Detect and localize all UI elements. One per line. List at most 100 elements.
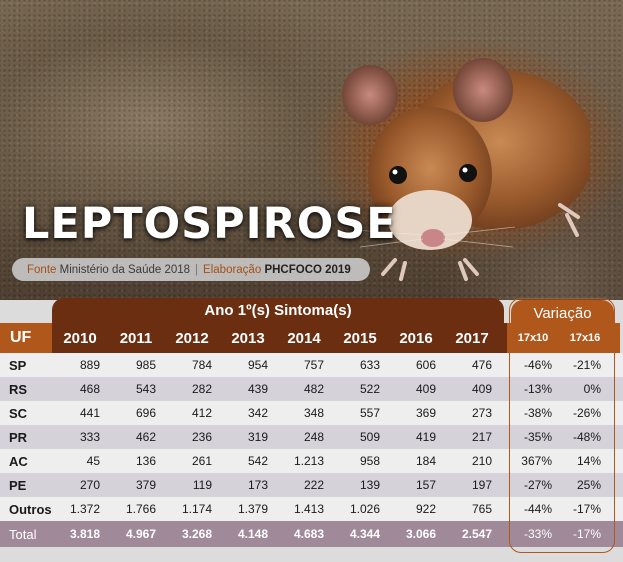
year-header: 2010: [52, 323, 108, 353]
value-cell: 757: [303, 358, 324, 372]
value-cell: 273: [471, 406, 492, 420]
uf-cell: AC: [9, 453, 28, 469]
value-cell: 184: [415, 454, 436, 468]
value-cell: 1.174: [181, 502, 212, 516]
table-row: RS 468 543 282 439 482 522 409 409 -13% …: [0, 377, 623, 401]
total-cell: 4.344: [349, 527, 380, 541]
value-cell: 441: [79, 406, 100, 420]
value-cell: 282: [191, 382, 212, 396]
value-cell: 173: [247, 478, 268, 492]
value-cell: 985: [135, 358, 156, 372]
variation-cell: -13%: [523, 382, 552, 396]
elaboration-label: Elaboração: [203, 263, 262, 276]
value-cell: 419: [415, 430, 436, 444]
value-cell: 1.026: [349, 502, 380, 516]
value-cell: 270: [79, 478, 100, 492]
value-cell: 342: [247, 406, 268, 420]
table-row: PE 270 379 119 173 222 139 157 197 -27% …: [0, 473, 623, 497]
uf-cell: SP: [9, 357, 27, 373]
year-header: 2016: [388, 323, 444, 353]
variation-cell: -48%: [572, 430, 601, 444]
value-cell: 696: [135, 406, 156, 420]
value-cell: 633: [359, 358, 380, 372]
table-header-row: UF 2010 2011 2012 2013 2014 2015 2016 20…: [0, 323, 623, 353]
value-cell: 412: [191, 406, 212, 420]
mouse-photo-icon: [342, 58, 590, 281]
value-cell: 922: [415, 502, 436, 516]
variation-cell: -26%: [572, 406, 601, 420]
total-cell: 4.967: [125, 527, 156, 541]
total-cell: 2.547: [461, 527, 492, 541]
variation-cell: -27%: [523, 478, 552, 492]
value-cell: 439: [247, 382, 268, 396]
value-cell: 765: [471, 502, 492, 516]
value-cell: 543: [135, 382, 156, 396]
variation-cell: 367%: [521, 454, 552, 468]
uf-cell: PE: [9, 477, 27, 493]
total-cell: 4.683: [293, 527, 324, 541]
variation-cell: -44%: [523, 502, 552, 516]
total-row: Total 3.818 4.967 3.268 4.148 4.683 4.34…: [0, 521, 623, 547]
value-cell: 522: [359, 382, 380, 396]
value-cell: 509: [359, 430, 380, 444]
value-cell: 557: [359, 406, 380, 420]
total-cell: 3.066: [405, 527, 436, 541]
value-cell: 462: [135, 430, 156, 444]
value-cell: 1.379: [237, 502, 268, 516]
value-cell: 119: [192, 478, 212, 492]
table-row: AC 45 136 261 542 1.213 958 184 210 367%…: [0, 449, 623, 473]
value-cell: 784: [191, 358, 212, 372]
value-cell: 409: [471, 382, 492, 396]
value-cell: 379: [135, 478, 156, 492]
table-row: PR 333 462 236 319 248 509 419 217 -35% …: [0, 425, 623, 449]
header-gap: [500, 323, 507, 353]
total-cell: 3.818: [69, 527, 100, 541]
value-cell: 210: [471, 454, 492, 468]
year-header: 2013: [220, 323, 276, 353]
value-cell: 958: [359, 454, 380, 468]
value-cell: 369: [415, 406, 436, 420]
uf-cell: PR: [9, 429, 28, 445]
total-label: Total: [9, 526, 37, 542]
value-cell: 1.413: [293, 502, 324, 516]
source-label: Fonte: [27, 263, 57, 276]
year-header: 2017: [444, 323, 500, 353]
value-cell: 1.372: [69, 502, 100, 516]
table-row: SC 441 696 412 342 348 557 369 273 -38% …: [0, 401, 623, 425]
value-cell: 409: [415, 382, 436, 396]
year-header: 2011: [108, 323, 164, 353]
variation-cell: -21%: [572, 358, 601, 372]
year-header: 2012: [164, 323, 220, 353]
total-variation-cell: -17%: [572, 527, 601, 541]
value-cell: 476: [471, 358, 492, 372]
uf-cell: RS: [9, 381, 28, 397]
value-cell: 1.766: [125, 502, 156, 516]
value-cell: 222: [303, 478, 324, 492]
source-value: Ministério da Saúde 2018: [59, 263, 191, 276]
value-cell: 348: [303, 406, 324, 420]
value-cell: 236: [191, 430, 212, 444]
variation-header: Variação: [511, 300, 614, 323]
value-cell: 217: [471, 430, 492, 444]
value-cell: 261: [191, 454, 212, 468]
variation-cell: 25%: [576, 478, 601, 492]
variation-cell: 0%: [583, 382, 601, 396]
year-header: 2014: [276, 323, 332, 353]
source-pill: Fonte Ministério da Saúde 2018 | Elaboraçã…: [12, 258, 370, 281]
variation-cell: -46%: [523, 358, 552, 372]
value-cell: 45: [86, 454, 100, 468]
source-separator: |: [195, 263, 199, 276]
value-cell: 468: [79, 382, 100, 396]
value-cell: 1.213: [293, 454, 324, 468]
year-group-header: Ano 1º(s) Sintoma(s): [52, 298, 504, 323]
variation-cell: -35%: [523, 430, 552, 444]
value-cell: 248: [303, 430, 324, 444]
variation-col-header: 17x16: [559, 323, 611, 353]
value-cell: 954: [247, 358, 268, 372]
uf-header: UF: [0, 323, 52, 353]
total-cell: 4.148: [237, 527, 268, 541]
elaboration-value: PHCFOCO 2019: [264, 263, 351, 276]
uf-cell: SC: [9, 405, 28, 421]
value-cell: 319: [247, 430, 268, 444]
total-cell: 3.268: [181, 527, 212, 541]
